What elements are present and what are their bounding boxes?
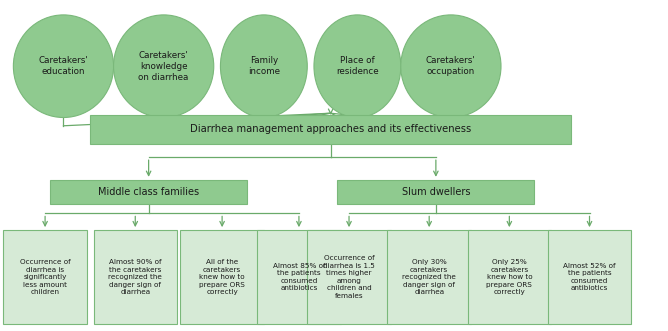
Text: Diarrhea management approaches and its effectiveness: Diarrhea management approaches and its e… bbox=[190, 124, 472, 134]
FancyBboxPatch shape bbox=[337, 180, 534, 204]
Text: Almost 90% of
the caretakers
recognized the
danger sign of
diarrhea: Almost 90% of the caretakers recognized … bbox=[108, 259, 162, 295]
FancyBboxPatch shape bbox=[50, 180, 247, 204]
Text: Slum dwellers: Slum dwellers bbox=[401, 187, 470, 197]
Text: Family
income: Family income bbox=[248, 56, 280, 76]
Ellipse shape bbox=[114, 15, 214, 118]
Ellipse shape bbox=[401, 15, 501, 118]
FancyBboxPatch shape bbox=[3, 230, 87, 324]
FancyBboxPatch shape bbox=[90, 115, 571, 144]
Text: All of the
caretakers
knew how to
prepare ORS
correctly: All of the caretakers knew how to prepar… bbox=[199, 259, 245, 295]
Text: Place of
residence: Place of residence bbox=[336, 56, 379, 76]
Text: Almost 85% of
the patients
consumed
antibiotics: Almost 85% of the patients consumed anti… bbox=[273, 263, 325, 292]
Ellipse shape bbox=[13, 15, 114, 118]
Text: Only 25%
caretakers
knew how to
prepare ORS
correctly: Only 25% caretakers knew how to prepare … bbox=[486, 259, 532, 295]
Ellipse shape bbox=[314, 15, 401, 118]
Ellipse shape bbox=[220, 15, 307, 118]
FancyBboxPatch shape bbox=[307, 230, 391, 324]
Text: Almost 52% of
the patients
consumed
antibiotics: Almost 52% of the patients consumed anti… bbox=[563, 263, 616, 292]
Text: Occurrence of
diarrhea is 1.5
times higher
among
children and
females: Occurrence of diarrhea is 1.5 times high… bbox=[323, 256, 375, 299]
FancyBboxPatch shape bbox=[180, 230, 264, 324]
Text: Caretakers'
knowledge
on diarrhea: Caretakers' knowledge on diarrhea bbox=[138, 51, 189, 82]
Text: Only 30%
caretakers
recognized the
danger sign of
diarrhea: Only 30% caretakers recognized the dange… bbox=[402, 259, 456, 295]
FancyBboxPatch shape bbox=[387, 230, 471, 324]
Text: Caretakers'
education: Caretakers' education bbox=[39, 56, 88, 76]
Text: Middle class families: Middle class families bbox=[98, 187, 199, 197]
FancyBboxPatch shape bbox=[468, 230, 551, 324]
Text: Caretakers'
occupation: Caretakers' occupation bbox=[426, 56, 476, 76]
FancyBboxPatch shape bbox=[94, 230, 177, 324]
FancyBboxPatch shape bbox=[257, 230, 341, 324]
Text: Occurrence of
diarrhea is
significantly
less amount
children: Occurrence of diarrhea is significantly … bbox=[20, 259, 70, 295]
FancyBboxPatch shape bbox=[548, 230, 631, 324]
